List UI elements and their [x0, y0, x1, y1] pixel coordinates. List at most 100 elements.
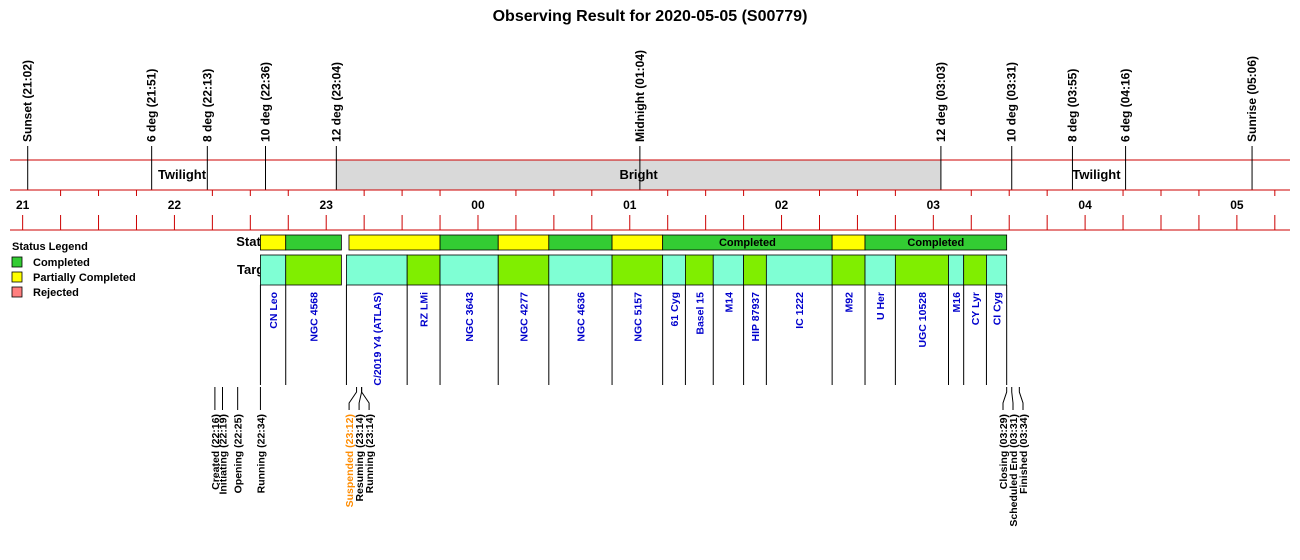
operation-event-label: Suspended (23:12): [344, 414, 356, 507]
sky-event-label: 12 deg (03:03): [934, 62, 948, 142]
axis-hour-label: 04: [1078, 198, 1092, 212]
target-block: [285, 254, 342, 286]
target-block: [497, 254, 550, 286]
status-block: [548, 234, 613, 251]
sky-event-label: Sunrise (05:06): [1245, 56, 1259, 142]
target-block: [831, 254, 866, 286]
target-block: [765, 254, 833, 286]
sky-band-label: Twilight: [158, 167, 207, 182]
sky-event-label: 6 deg (21:51): [145, 69, 159, 142]
target-block: [406, 254, 441, 286]
axis-hour-label: 05: [1230, 198, 1244, 212]
target-block: [346, 254, 408, 286]
target-name: NGC 4277: [519, 292, 531, 342]
sky-event-label: Sunset (21:02): [21, 60, 35, 142]
axis-hour-label: 21: [16, 198, 30, 212]
sky-event-label: 6 deg (04:16): [1119, 69, 1133, 142]
sky-event-label: 10 deg (03:31): [1005, 62, 1019, 142]
status-block: [864, 234, 1008, 251]
sky-event-label: 8 deg (22:13): [200, 69, 214, 142]
target-name: C/2019 Y4 (ATLAS): [372, 292, 384, 386]
target-name: M16: [951, 292, 963, 313]
target-block: [712, 254, 744, 286]
axis-hour-label: 03: [927, 198, 941, 212]
target-name: CN Leo: [268, 292, 280, 329]
target-name: NGC 4568: [309, 292, 321, 342]
status-block: [285, 234, 342, 251]
target-name: Basel 15: [694, 292, 706, 335]
operation-events: Created (22:16)Initiating (22:19) Opening…: [210, 387, 1030, 527]
target-name: NGC 4636: [575, 292, 587, 342]
target-block: [963, 254, 987, 286]
targets-row: CN Leo NGC 4568 C/2019 Y4 (ATLAS) RZ LMi NGC…: [259, 254, 1008, 386]
target-name: HIP 87937: [750, 292, 762, 342]
target-block: [894, 254, 949, 286]
sky-band-shade: [336, 160, 941, 190]
operation-event-label: Initiating (22:19): [217, 414, 229, 495]
target-block: [685, 254, 714, 286]
legend-swatch: [11, 286, 23, 298]
status-block: [260, 234, 287, 251]
chart-title: Observing Result for 2020-05-05 (S00779): [493, 8, 808, 25]
target-name: CI Cyg: [992, 292, 1004, 325]
sky-bands: Twilight Bright Twilight: [10, 159, 1290, 191]
axis-hour-label: 01: [623, 198, 637, 212]
legend-item-label: Completed: [33, 257, 90, 269]
sky-band-label: Bright: [619, 167, 658, 182]
operation-event-label: Resuming (23:14): [354, 414, 366, 502]
operation-event-label: Running (23:14): [364, 414, 376, 493]
target-block: [986, 254, 1008, 286]
operation-event-marker: [1018, 387, 1024, 410]
target-name: U Her: [875, 292, 887, 320]
status-legend: Status Legend Completed Partially Complet…: [11, 241, 136, 299]
sky-event-label: Midnight (01:04): [633, 50, 647, 142]
target-name: M14: [723, 292, 735, 313]
legend-item-label: Rejected: [33, 287, 79, 299]
sky-event-label: 8 deg (03:55): [1065, 69, 1079, 142]
operation-event-label: Scheduled End (03:31): [1008, 414, 1020, 527]
target-name: NGC 3643: [464, 292, 476, 342]
legend-swatch: [11, 256, 23, 268]
axis-hour-label: 23: [320, 198, 334, 212]
sky-band-label: Twilight: [1072, 167, 1121, 182]
sky-events: Sunset (21:02) 6 deg (21:51) 8 deg (22:13)…: [21, 50, 1259, 190]
status-block-label: Completed: [907, 237, 964, 249]
status-block: [611, 234, 664, 251]
legend-item-label: Partially Completed: [33, 272, 136, 284]
operation-event-label: Created (22:16): [210, 414, 222, 490]
status-block: [348, 234, 441, 251]
axis-hour-label: 22: [168, 198, 182, 212]
operation-event-label: Running (22:34): [255, 414, 267, 493]
operation-event-marker: [1011, 387, 1014, 410]
status-block: [439, 234, 499, 251]
axis-hour-label: 02: [775, 198, 789, 212]
target-block: [439, 254, 499, 286]
status-row: Completed Completed: [260, 234, 1008, 251]
sky-event-label: 10 deg (22:36): [258, 62, 272, 142]
operation-event-marker: [361, 387, 370, 410]
legend-swatch: [11, 271, 23, 283]
target-block: [743, 254, 767, 286]
axis-hour-label: 00: [471, 198, 485, 212]
operation-event-marker: [348, 387, 358, 410]
target-block: [260, 254, 287, 286]
operation-event-label: Finished (03:34): [1018, 414, 1030, 494]
target-name: RZ LMi: [419, 292, 431, 327]
status-block: [497, 234, 550, 251]
target-block: [662, 254, 686, 286]
target-name: 61 Cyg: [669, 292, 681, 326]
target-name: CY Lyr: [970, 292, 982, 325]
sky-event-label: 12 deg (23:04): [329, 62, 343, 142]
target-block: [948, 254, 965, 286]
target-block: [864, 254, 896, 286]
operation-event-label: Closing (03:29): [998, 414, 1010, 489]
target-name: NGC 5157: [632, 292, 644, 342]
legend-title: Status Legend: [12, 241, 88, 253]
status-block: [831, 234, 866, 251]
target-block: [611, 254, 664, 286]
target-block: [548, 254, 613, 286]
operation-event-marker: [1002, 387, 1008, 410]
target-name: M92: [844, 292, 856, 313]
status-block-label: Completed: [719, 237, 776, 249]
